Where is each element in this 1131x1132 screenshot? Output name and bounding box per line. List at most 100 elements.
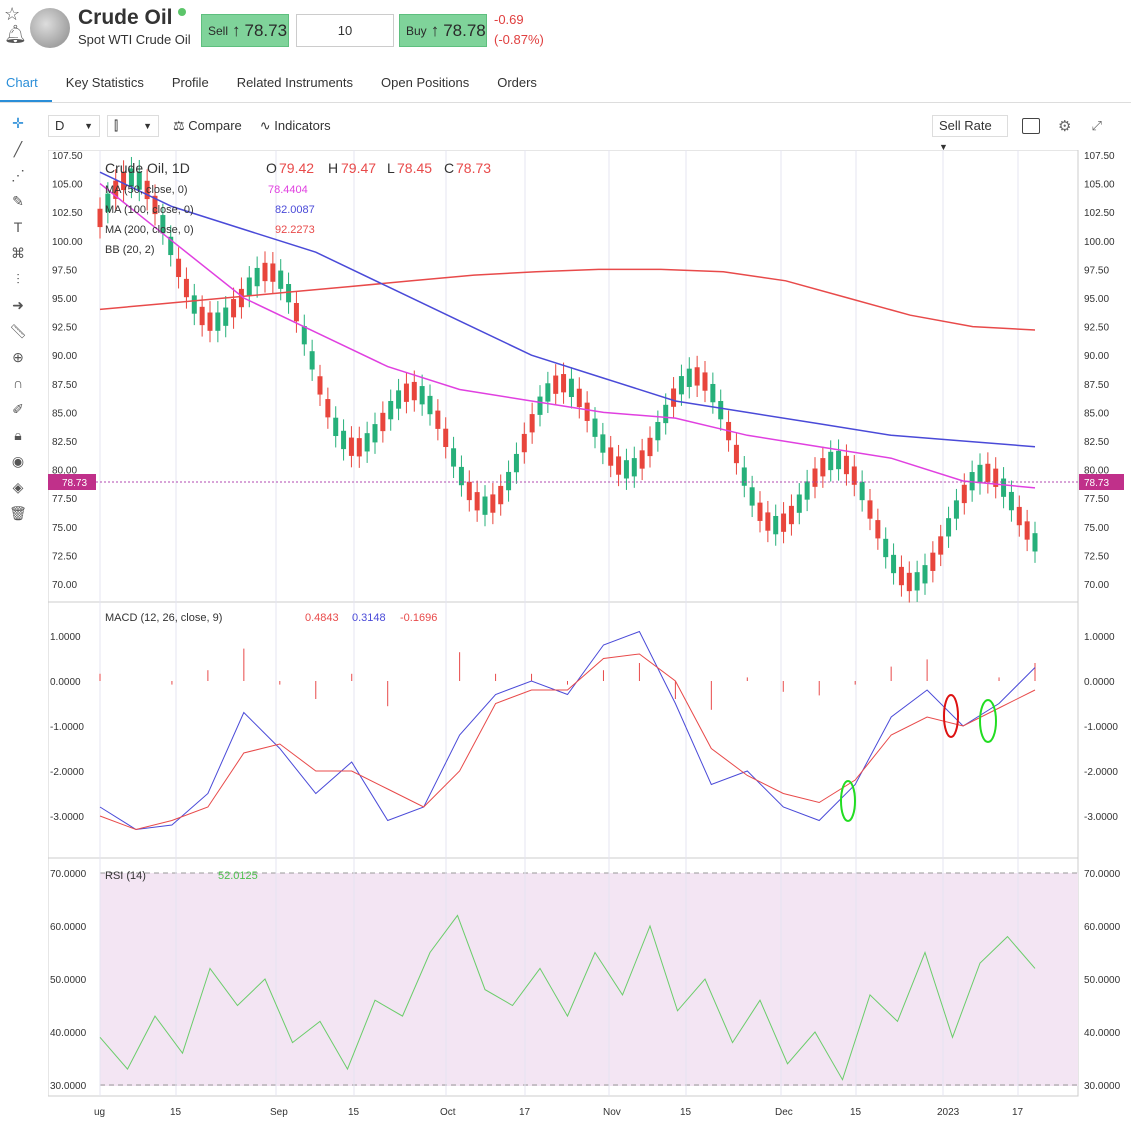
indicators-icon: ∿ xyxy=(259,118,271,133)
gear-icon[interactable]: ⚙ xyxy=(1058,118,1072,135)
legend-rsi: RSI (14) xyxy=(105,870,146,882)
trash-icon[interactable]: 🗑︎ xyxy=(9,505,27,521)
quantity-input[interactable]: 10 xyxy=(296,14,394,47)
buy-price: 78.78 xyxy=(443,20,486,40)
fullscreen-box-icon[interactable] xyxy=(1022,118,1040,134)
candle-body xyxy=(1024,521,1030,540)
candle-body xyxy=(914,572,920,591)
candle-body xyxy=(678,376,684,395)
candle-body xyxy=(592,418,598,437)
candle-body xyxy=(718,401,724,420)
pen-lock-icon[interactable]: ✐ xyxy=(12,401,24,417)
price-tick-right: 80.00 xyxy=(1084,466,1109,477)
text-icon[interactable]: T xyxy=(13,219,23,235)
legend-low: 78.45 xyxy=(397,160,432,176)
brush-icon[interactable]: ✎ xyxy=(12,193,24,209)
legend-symbol: Crude Oil, 1D xyxy=(105,160,190,176)
chart-legend: Crude Oil, 1D O 79.42 H 79.47 L 78.45 C … xyxy=(105,160,491,882)
candle-body xyxy=(671,388,677,407)
legend-ma100: MA (100, close, 0) xyxy=(105,204,194,216)
candle-body xyxy=(875,520,881,539)
candle-body xyxy=(733,444,739,464)
price-tick-left: 100.00 xyxy=(52,237,83,248)
legend-open: 79.42 xyxy=(279,160,314,176)
ma200-line xyxy=(99,268,1036,331)
bell-icon[interactable]: 🔔︎ xyxy=(4,24,27,44)
price-tick-left: 70.00 xyxy=(52,580,77,591)
rate-select[interactable]: Sell Rate ▼ xyxy=(932,115,1008,152)
crosshair-icon[interactable]: ✛ xyxy=(12,115,24,131)
zoom-icon[interactable]: ⊕ xyxy=(12,349,24,365)
legend-macd-v3: -0.1696 xyxy=(400,612,437,624)
rsi-tick-left: 30.0000 xyxy=(50,1081,87,1092)
macd-histogram xyxy=(99,648,1036,710)
price-tick-left: 85.00 xyxy=(52,408,77,419)
lock-icon[interactable]: 🔒︎ xyxy=(14,427,22,443)
candle-body xyxy=(851,466,857,485)
trend-line-icon[interactable]: ╱ xyxy=(13,141,23,157)
candle-body xyxy=(490,494,496,513)
magnet-icon[interactable]: ∩ xyxy=(12,375,24,391)
candle-body xyxy=(906,572,912,592)
arrow-icon[interactable]: ➜ xyxy=(12,297,24,313)
chart-type-select[interactable]: ⫿ ▼ xyxy=(107,115,159,137)
price-chart[interactable]: 107.50 107.50 105.00 105.00 102.50 102.50 100.… xyxy=(48,150,1131,1125)
tab-open-positions[interactable]: Open Positions xyxy=(381,75,470,90)
eye-icon[interactable]: ◉ xyxy=(11,453,25,469)
tab-related-instruments[interactable]: Related Instruments xyxy=(236,75,354,90)
measure-icon[interactable]: ⫶ xyxy=(16,271,20,287)
candle-body xyxy=(631,458,637,477)
candle-body xyxy=(293,302,299,322)
compare-button[interactable]: ⚖ Compare xyxy=(173,118,242,134)
expand-icon[interactable]: ⤢ xyxy=(1091,118,1102,133)
sell-button[interactable]: Sell ↑ 78.73 xyxy=(201,14,289,47)
time-label: ug xyxy=(94,1107,105,1118)
macd-tick-left: -2.0000 xyxy=(50,767,84,778)
price-tick-left: 75.00 xyxy=(52,523,77,534)
rsi-tick-right: 50.0000 xyxy=(1084,975,1121,986)
market-open-indicator xyxy=(178,8,186,16)
time-label: 15 xyxy=(680,1107,692,1118)
price-tick-left: 95.00 xyxy=(52,294,77,305)
candle-body xyxy=(710,383,716,403)
rsi-tick-right: 70.0000 xyxy=(1084,869,1121,880)
time-label: 15 xyxy=(348,1107,360,1118)
candle-body xyxy=(820,458,826,477)
interval-select[interactable]: D ▼ xyxy=(48,115,100,137)
time-label: 2023 xyxy=(937,1107,960,1118)
tab-key-statistics[interactable]: Key Statistics xyxy=(65,75,144,90)
candle-body xyxy=(568,378,574,398)
layers-icon[interactable]: ◈ xyxy=(12,479,24,495)
ruler-icon[interactable]: 📏︎ xyxy=(9,323,27,339)
price-tick-right: 75.00 xyxy=(1084,523,1109,534)
fib-icon[interactable]: ⋰ xyxy=(11,167,25,183)
rsi-band xyxy=(100,873,1078,1086)
legend-l-label: L xyxy=(387,160,395,176)
candle-body xyxy=(396,390,402,409)
candle-body xyxy=(993,468,999,487)
ma50-line xyxy=(99,183,1036,489)
time-label: 15 xyxy=(850,1107,862,1118)
macd-tick-right: -1.0000 xyxy=(1084,722,1118,733)
candle-body xyxy=(804,481,810,500)
candle-body xyxy=(419,386,425,405)
legend-macd: MACD (12, 26, close, 9) xyxy=(105,612,222,624)
time-label: Dec xyxy=(775,1107,793,1118)
tab-orders[interactable]: Orders xyxy=(497,75,537,90)
tab-chart[interactable]: Chart xyxy=(0,70,52,102)
pattern-icon[interactable]: ⌘ xyxy=(11,245,25,261)
price-tick-left: 80.00 xyxy=(52,466,77,477)
instrument-title: Crude Oil xyxy=(78,6,173,29)
candle-body xyxy=(238,288,244,308)
candle-body xyxy=(702,372,708,391)
price-tick-right: 102.50 xyxy=(1084,208,1115,219)
legend-macd-v2: 0.3148 xyxy=(352,612,386,624)
star-icon[interactable]: ☆ xyxy=(4,4,21,24)
indicators-label: Indicators xyxy=(274,118,331,133)
indicators-button[interactable]: ∿ Indicators xyxy=(260,118,331,134)
buy-label: Buy xyxy=(406,23,427,38)
candle-body xyxy=(741,467,747,486)
tab-profile[interactable]: Profile xyxy=(171,75,209,90)
buy-button[interactable]: Buy ↑ 78.78 xyxy=(399,14,487,47)
candle-body xyxy=(898,566,904,586)
